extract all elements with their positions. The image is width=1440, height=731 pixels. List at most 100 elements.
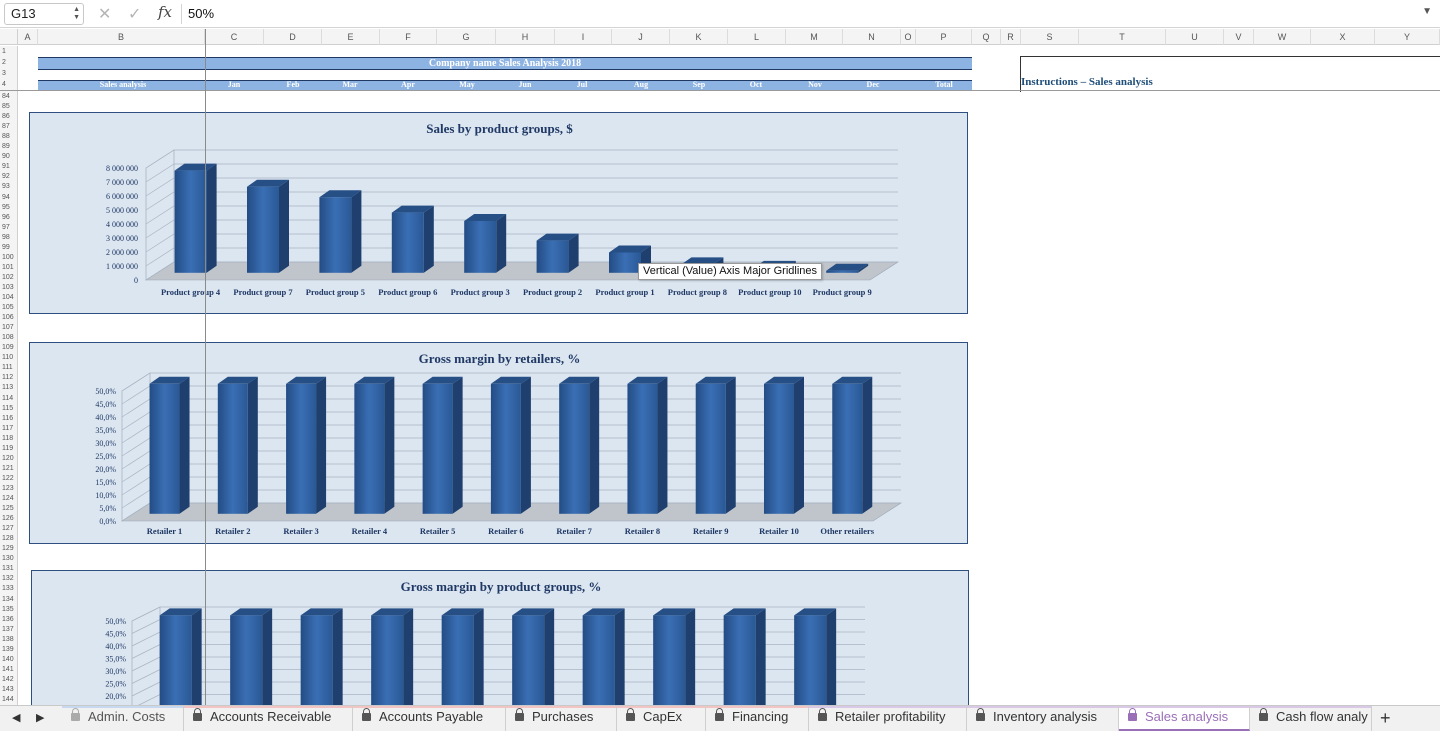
row-header-100[interactable]: 100 [2, 253, 14, 261]
row-header-135[interactable]: 135 [2, 605, 14, 613]
sheet-tab-sales-analysis[interactable]: Sales analysis [1119, 706, 1250, 731]
sheet-tab-accounts-receivable[interactable]: Accounts Receivable [184, 706, 353, 731]
column-header-v[interactable]: V [1224, 29, 1254, 45]
bar[interactable] [422, 376, 463, 514]
column-header-b[interactable]: B [38, 29, 205, 45]
row-header-84[interactable]: 84 [2, 93, 10, 100]
select-all-corner[interactable] [0, 29, 18, 45]
row-header-87[interactable]: 87 [2, 123, 10, 131]
bar[interactable] [627, 376, 668, 514]
row-header-142[interactable]: 142 [2, 675, 14, 683]
row-header-113[interactable]: 113 [2, 384, 14, 392]
row-header-126[interactable]: 126 [2, 515, 14, 523]
bar[interactable] [354, 376, 395, 514]
column-header-x[interactable]: X [1311, 29, 1375, 45]
row-header-111[interactable]: 111 [2, 364, 13, 372]
confirm-icon[interactable]: ✓ [128, 6, 142, 23]
row-header-2[interactable]: 2 [2, 59, 6, 66]
column-header-g[interactable]: G [437, 29, 496, 45]
bar[interactable] [391, 205, 434, 273]
prev-sheet-icon[interactable]: ◀ [12, 712, 21, 724]
row-header-106[interactable]: 106 [2, 314, 14, 322]
row-header-93[interactable]: 93 [2, 183, 10, 191]
gridline[interactable] [131, 606, 865, 622]
bar[interactable] [559, 376, 600, 514]
column-header-p[interactable]: P [916, 29, 972, 45]
bar[interactable] [300, 608, 343, 711]
row-header-141[interactable]: 141 [2, 665, 14, 673]
bar[interactable] [653, 608, 696, 711]
column-header-e[interactable]: E [322, 29, 380, 45]
row-header-124[interactable]: 124 [2, 495, 14, 502]
column-header-j[interactable]: J [612, 29, 670, 45]
bar[interactable] [832, 376, 873, 514]
column-header-t[interactable]: T [1079, 29, 1166, 45]
bar[interactable] [230, 608, 273, 711]
row-header-115[interactable]: 115 [2, 404, 14, 412]
row-header-95[interactable]: 95 [2, 203, 10, 211]
row-header-140[interactable]: 140 [2, 655, 14, 663]
row-header-123[interactable]: 123 [2, 484, 14, 492]
row-header-121[interactable]: 121 [2, 464, 14, 472]
bar[interactable] [512, 608, 555, 711]
sheet-tab-financing[interactable]: Financing [706, 706, 809, 731]
row-header-131[interactable]: 131 [2, 565, 14, 573]
bar[interactable] [174, 163, 217, 273]
row-header-116[interactable]: 116 [2, 414, 14, 422]
row-header-130[interactable]: 130 [2, 555, 14, 563]
row-header-120[interactable]: 120 [2, 454, 14, 462]
row-header-105[interactable]: 105 [2, 304, 14, 312]
chart-gross-margin-by-retailers[interactable]: Gross margin by retailers, % 0,0% 5,0% 10,0… [29, 342, 968, 544]
row-header-134[interactable]: 134 [2, 595, 14, 603]
row-header-85[interactable]: 85 [2, 103, 10, 111]
bar[interactable] [159, 608, 202, 711]
gridline[interactable] [145, 177, 898, 197]
bar[interactable] [441, 608, 484, 711]
row-header-137[interactable]: 137 [2, 625, 14, 633]
row-header-132[interactable]: 132 [2, 575, 14, 583]
bar[interactable] [371, 608, 414, 711]
row-header-88[interactable]: 88 [2, 133, 10, 141]
formula-input[interactable]: 50% [188, 6, 215, 21]
column-header-w[interactable]: W [1254, 29, 1311, 45]
bar[interactable] [826, 263, 869, 273]
sheet-tab-cash-flow-analy[interactable]: Cash flow analy [1250, 706, 1372, 731]
row-header-91[interactable]: 91 [2, 163, 10, 171]
row-header-114[interactable]: 114 [2, 394, 14, 402]
bar[interactable] [217, 376, 258, 514]
row-header-96[interactable]: 96 [2, 213, 10, 221]
chart-gross-margin-by-product-groups[interactable]: Gross margin by product groups, %15,0%20… [31, 570, 969, 711]
row-header-104[interactable]: 104 [2, 294, 14, 301]
gridline[interactable] [145, 247, 898, 267]
column-header-d[interactable]: D [264, 29, 322, 45]
row-header-125[interactable]: 125 [2, 505, 14, 513]
sheet-tab-admin-costs[interactable]: Admin. Costs [62, 706, 184, 731]
add-sheet-icon[interactable]: + [1380, 708, 1391, 728]
row-header-144[interactable]: 144 [2, 696, 14, 703]
column-header-f[interactable]: F [380, 29, 437, 45]
row-header-103[interactable]: 103 [2, 283, 14, 291]
gridline[interactable] [121, 372, 901, 392]
row-header-122[interactable]: 122 [2, 474, 14, 482]
sheet-tab-inventory-analysis[interactable]: Inventory analysis [967, 706, 1119, 731]
bar[interactable] [464, 214, 507, 273]
row-header-109[interactable]: 109 [2, 344, 14, 352]
column-header-n[interactable]: N [843, 29, 901, 45]
bar[interactable] [286, 376, 327, 514]
row-header-86[interactable]: 86 [2, 113, 10, 121]
row-header-92[interactable]: 92 [2, 173, 10, 181]
gridline[interactable] [145, 261, 898, 281]
expand-formula-bar-icon[interactable]: ▼ [1422, 6, 1432, 17]
sheet-tab-purchases[interactable]: Purchases [506, 706, 617, 731]
sheet-tab-retailer-profitability[interactable]: Retailer profitability [809, 706, 967, 731]
bar[interactable] [490, 376, 531, 514]
bar[interactable] [319, 190, 362, 273]
gridline[interactable] [145, 219, 898, 239]
column-header-o[interactable]: O [901, 29, 916, 45]
row-header-102[interactable]: 102 [2, 273, 14, 281]
row-header-4[interactable]: 4 [2, 81, 6, 88]
bar[interactable] [723, 608, 766, 711]
row-header-97[interactable]: 97 [2, 223, 10, 231]
bar[interactable] [763, 376, 804, 514]
row-header-110[interactable]: 110 [2, 354, 14, 362]
